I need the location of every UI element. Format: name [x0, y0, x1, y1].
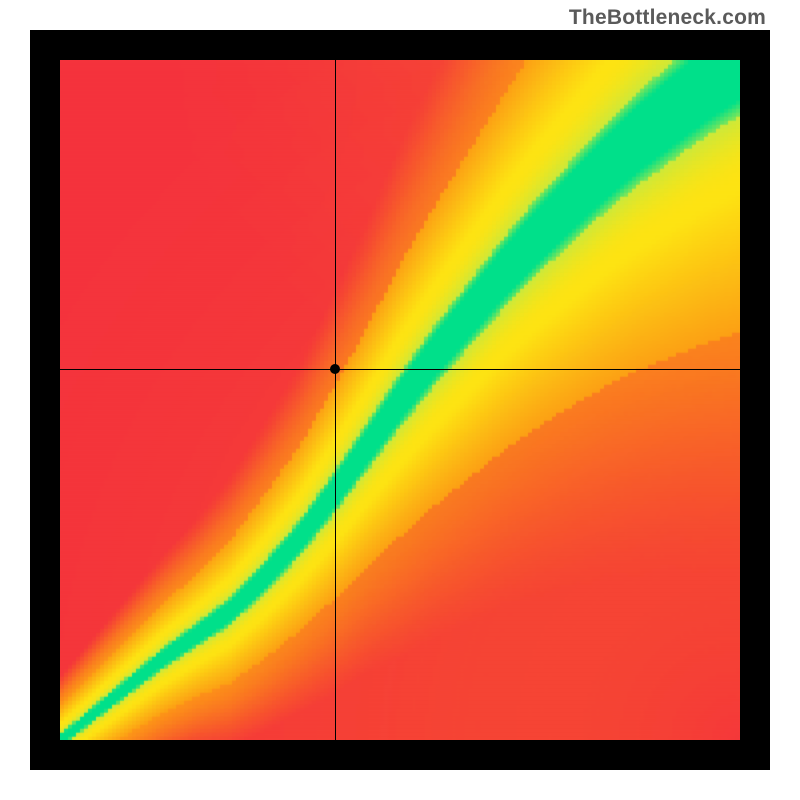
chart-outer-frame: [30, 30, 770, 770]
chart-container: TheBottleneck.com: [0, 0, 800, 800]
plot-area: [60, 60, 740, 740]
data-point-marker: [330, 364, 340, 374]
crosshair-horizontal: [60, 369, 740, 370]
crosshair-vertical: [335, 60, 336, 740]
watermark-text: TheBottleneck.com: [569, 6, 766, 30]
heatmap-canvas: [60, 60, 740, 740]
